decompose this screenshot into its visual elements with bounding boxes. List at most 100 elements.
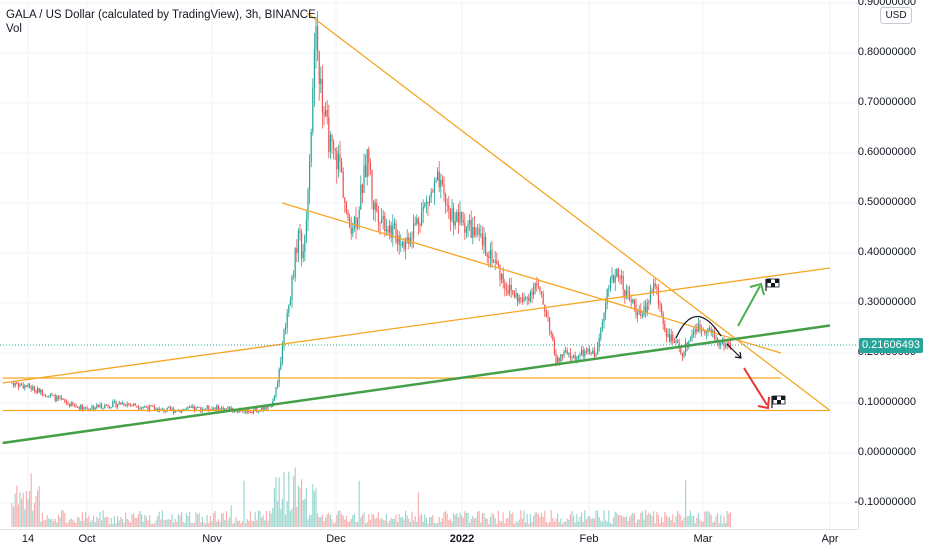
- candle-body: [568, 352, 570, 354]
- checkered-flag-icon[interactable]: [771, 395, 786, 408]
- volume-bar: [640, 512, 642, 527]
- symbol-title[interactable]: GALA / US Dollar (calculated by TradingV…: [6, 9, 316, 21]
- candle-body: [622, 276, 624, 290]
- volume-bar: [649, 513, 651, 527]
- candle-body: [587, 348, 589, 352]
- volume-indicator-label[interactable]: Vol: [6, 23, 22, 35]
- currency-button[interactable]: USD: [880, 7, 912, 24]
- candle-body: [81, 404, 83, 411]
- candle-body: [105, 404, 107, 406]
- candle-body: [451, 208, 453, 221]
- volume-bar: [233, 522, 235, 527]
- volume-bar: [728, 513, 730, 527]
- candle-body: [352, 227, 354, 234]
- candle-body: [403, 242, 405, 249]
- volume-bar: [573, 515, 575, 527]
- candle-body: [545, 311, 547, 317]
- candle-body: [185, 408, 187, 410]
- candle-body: [73, 404, 75, 406]
- volume-bar: [200, 522, 202, 527]
- volume-bar: [384, 520, 386, 527]
- volume-bar: [40, 521, 42, 527]
- candle-body: [29, 384, 31, 388]
- volume-bar: [307, 519, 309, 527]
- volume-bar: [401, 516, 403, 527]
- black-arrow-line[interactable]: [726, 343, 742, 359]
- volume-bar: [213, 512, 215, 527]
- volume-bar: [629, 517, 631, 527]
- volume-bar: [217, 519, 219, 527]
- volume-bar: [241, 521, 243, 527]
- volume-bar: [85, 511, 87, 527]
- volume-bar: [301, 479, 303, 527]
- annotations[interactable]: [675, 278, 786, 410]
- candle-body: [381, 219, 383, 224]
- red-arrow-head: [757, 396, 770, 410]
- volume-bar: [203, 522, 205, 527]
- candle-body: [70, 402, 72, 407]
- volume-bar: [481, 513, 483, 527]
- candle-body: [309, 162, 311, 190]
- candle-body: [504, 282, 506, 289]
- black-arrow-head: [734, 351, 742, 359]
- volume-bar: [483, 513, 485, 527]
- volume-bar: [57, 514, 59, 527]
- candle-body: [262, 407, 264, 411]
- volume-bar: [150, 523, 152, 527]
- green-arrow-line[interactable]: [737, 285, 761, 327]
- rounded-top-arc[interactable]: [675, 315, 722, 339]
- volume-bar: [312, 484, 314, 527]
- candle-body: [576, 358, 578, 360]
- volume-bar: [208, 522, 210, 527]
- orange-trendline-3[interactable]: [2, 267, 831, 384]
- volume-bar: [566, 518, 568, 527]
- volume-bar: [305, 487, 307, 527]
- volume-bar: [648, 512, 650, 527]
- candlestick-series[interactable]: [11, 11, 731, 415]
- volume-bar: [299, 487, 301, 527]
- candle-body: [200, 407, 202, 412]
- volume-bar: [555, 518, 557, 527]
- volume-bar: [229, 517, 231, 527]
- volume-bar: [437, 523, 439, 527]
- checkered-flag-icon[interactable]: [765, 278, 780, 291]
- volume-bar: [107, 517, 109, 527]
- volume-bar: [280, 508, 282, 527]
- candle-body: [465, 228, 467, 233]
- volume-bar: [512, 512, 514, 527]
- candle-body: [432, 191, 434, 193]
- candle-body: [419, 224, 421, 226]
- candle-body: [705, 332, 707, 334]
- volume-bar: [285, 514, 287, 527]
- green-trendline-6[interactable]: [2, 324, 831, 445]
- candle-body: [528, 297, 530, 301]
- candle-body: [681, 352, 683, 357]
- candle-body: [557, 358, 559, 365]
- candle-body: [214, 408, 216, 411]
- volume-bar: [237, 520, 239, 527]
- volume-bar: [366, 521, 368, 527]
- orange-trendline-1[interactable]: [306, 12, 831, 412]
- volume-bar: [685, 480, 687, 527]
- candle-body: [728, 342, 730, 345]
- candle-body: [361, 184, 363, 193]
- volume-bar: [368, 514, 370, 527]
- volume-bar: [630, 514, 632, 527]
- volume-bar: [80, 520, 82, 527]
- volume-series[interactable]: [11, 467, 731, 527]
- candle-body: [328, 116, 330, 152]
- volume-bar: [542, 516, 544, 527]
- candle-body: [302, 251, 304, 259]
- candle-body: [390, 225, 392, 238]
- volume-bar: [729, 511, 731, 527]
- orange-trendline-2[interactable]: [282, 202, 782, 354]
- volume-bar: [592, 517, 594, 527]
- volume-bar: [345, 515, 347, 527]
- candle-body: [633, 299, 635, 305]
- trendlines[interactable]: [2, 12, 831, 445]
- volume-bar: [681, 520, 683, 527]
- volume-bar: [189, 511, 191, 527]
- red-arrow-line[interactable]: [743, 367, 768, 406]
- candle-body: [78, 406, 80, 410]
